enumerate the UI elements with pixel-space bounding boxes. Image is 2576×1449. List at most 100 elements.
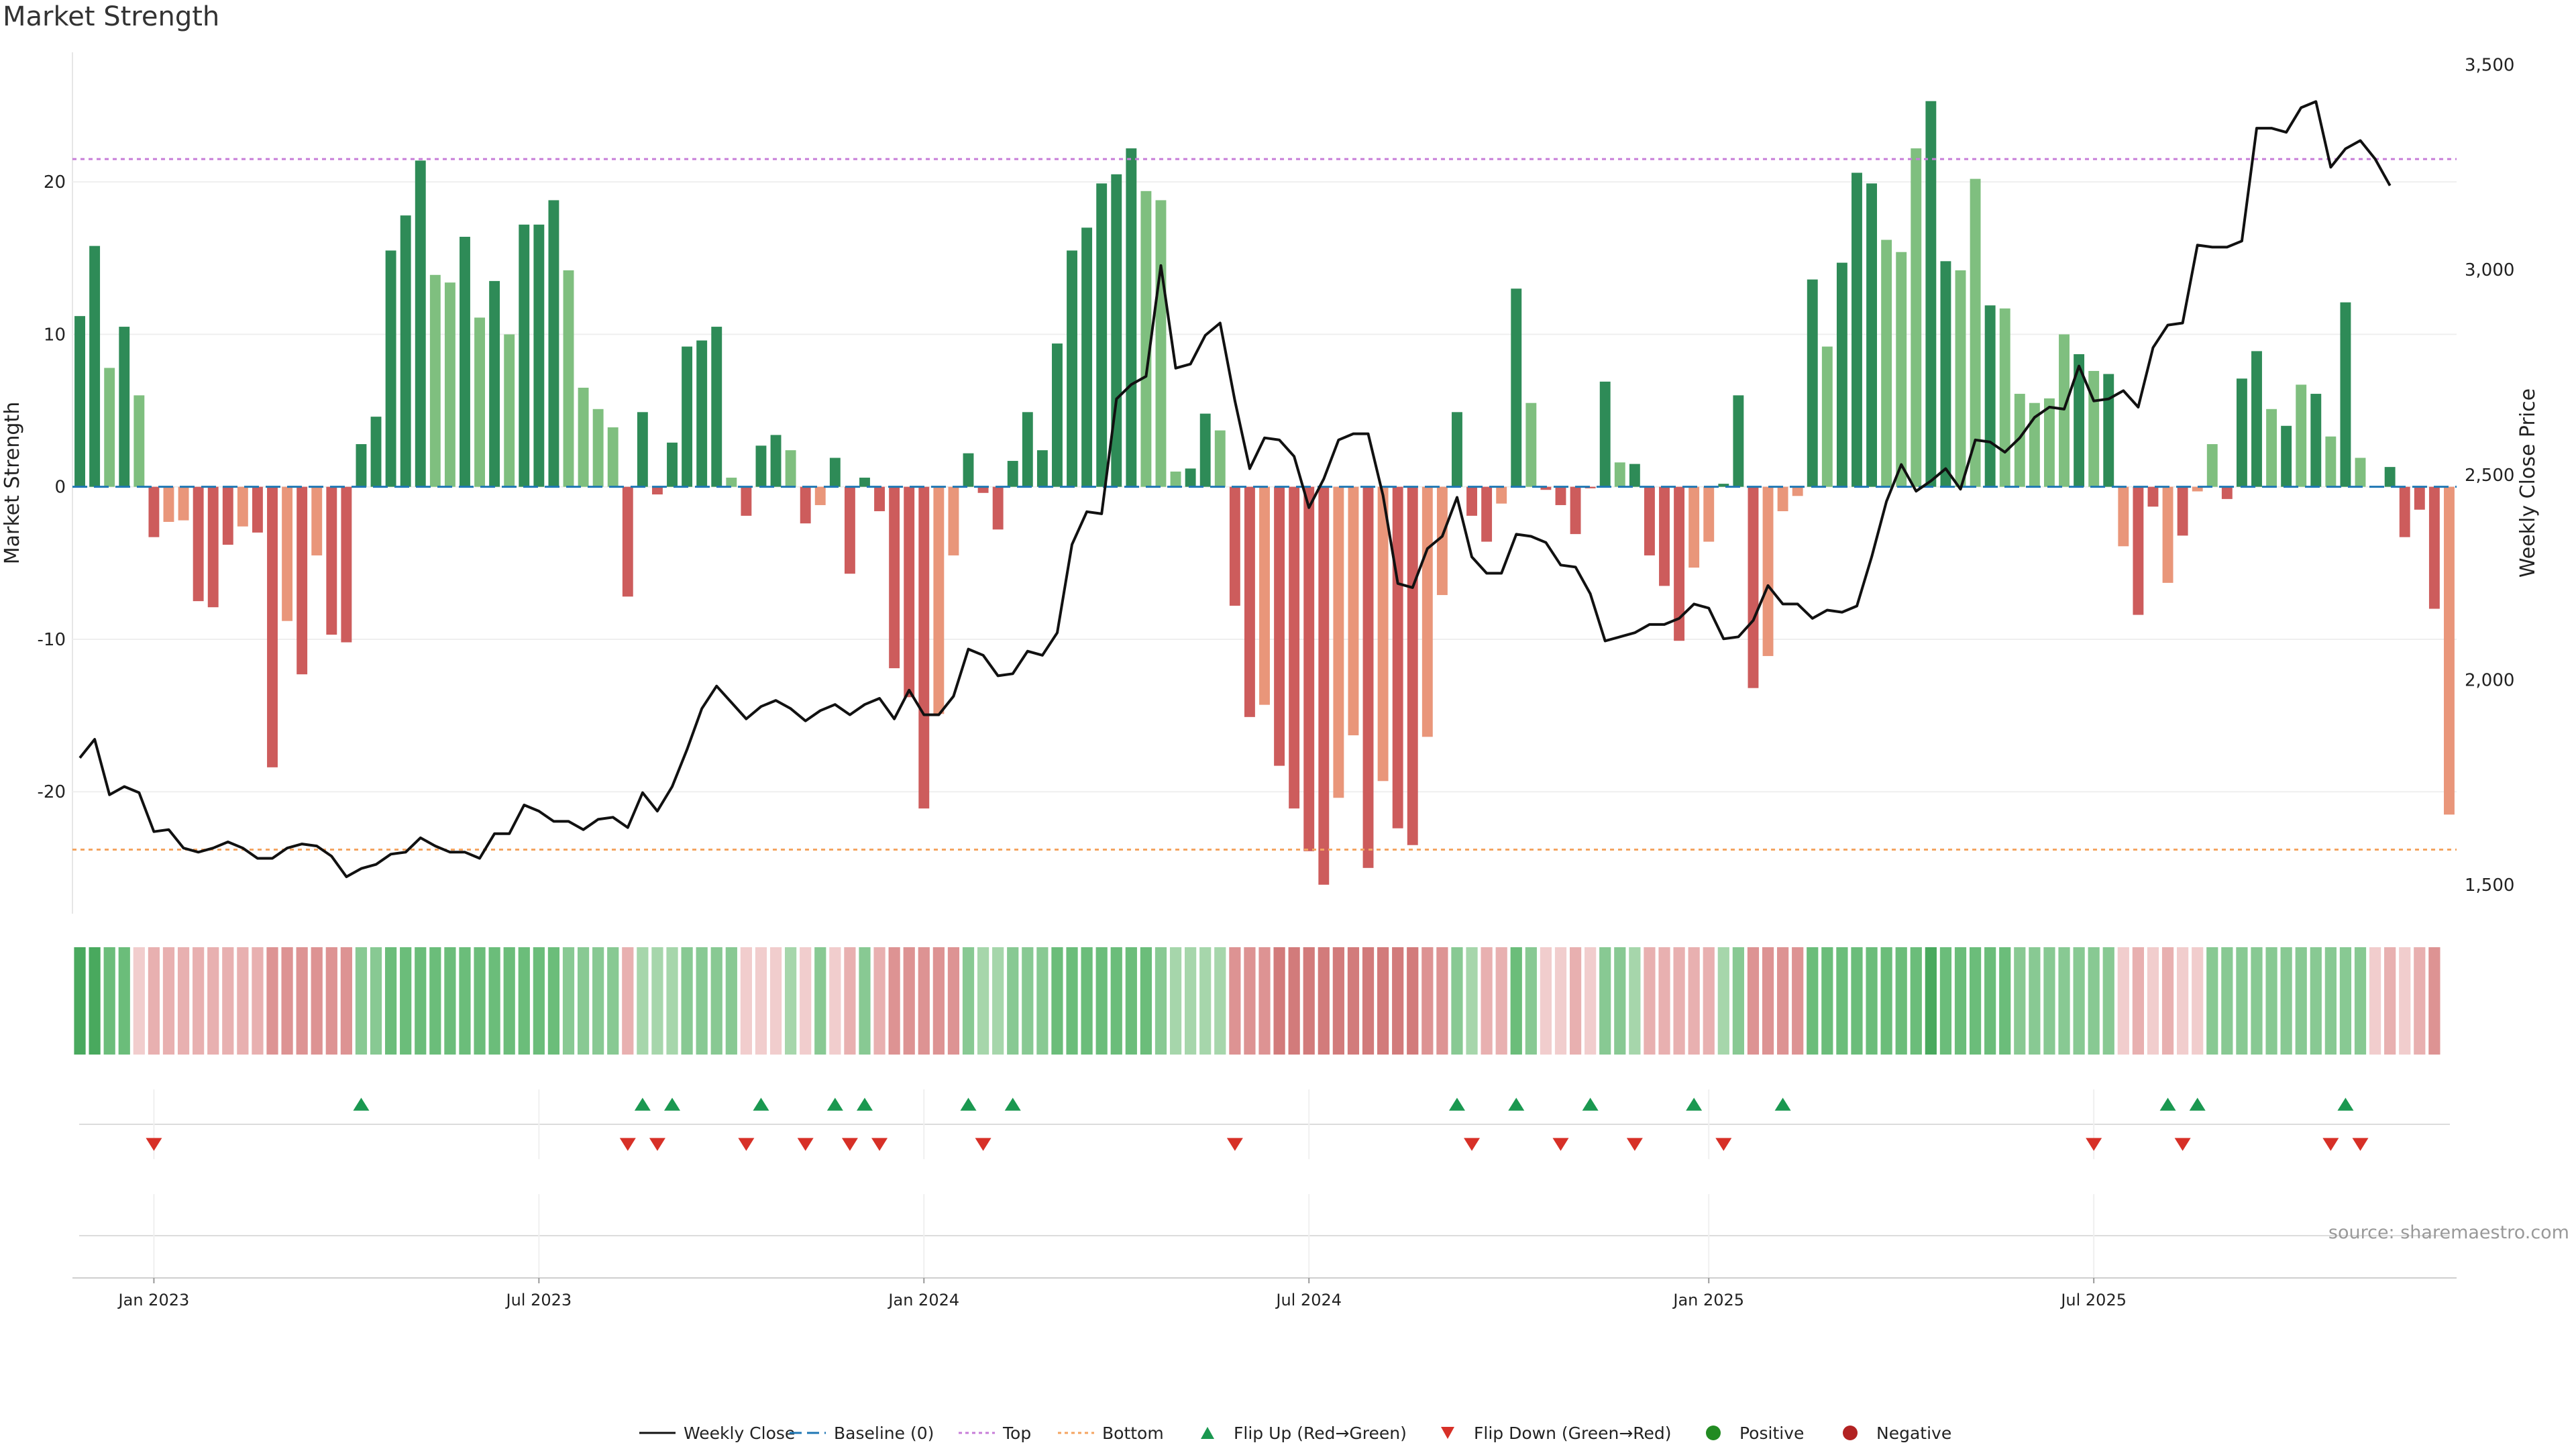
heatmap-cell: [547, 947, 560, 1055]
x-tick-label: Jul 2025: [2059, 1291, 2127, 1309]
strength-bar: [2192, 486, 2203, 492]
heatmap-cell: [1125, 947, 1137, 1055]
strength-bar: [844, 486, 855, 574]
heatmap-cell: [873, 947, 885, 1055]
strength-bar: [429, 274, 441, 487]
heatmap-cell: [429, 947, 441, 1055]
heatmap-cell: [1169, 947, 1182, 1055]
heatmap-cell: [488, 947, 500, 1055]
heatmap-cell: [2132, 947, 2145, 1055]
heatmap-cell: [1747, 947, 1760, 1055]
strength-bar: [1007, 461, 1018, 487]
heatmap-cell: [1629, 947, 1641, 1055]
strength-bar: [1362, 486, 1374, 868]
heatmap-cell: [1807, 947, 1819, 1055]
strength-bar: [2296, 384, 2307, 487]
weekly-close-line: [78, 100, 2392, 878]
heatmap-cell: [193, 947, 205, 1055]
heatmap-cell: [785, 947, 797, 1055]
strength-bar: [2029, 402, 2040, 487]
flip-up-marker: [1774, 1097, 1791, 1111]
strength-bar: [2444, 486, 2455, 815]
heatmap-cell: [1836, 947, 1848, 1055]
strength-bar: [726, 478, 737, 487]
strength-bar: [548, 200, 559, 487]
heatmap-cell: [2399, 947, 2411, 1055]
heatmap-cell: [1392, 947, 1404, 1055]
heatmap-cell: [1984, 947, 1996, 1055]
heatmap-cell: [177, 947, 190, 1055]
strength-bar: [874, 486, 885, 512]
heatmap-cell: [340, 947, 352, 1055]
legend-label: Bottom: [1102, 1424, 1164, 1443]
heatmap-cell: [800, 947, 812, 1055]
strength-bar: [814, 486, 826, 505]
strength-bar: [2428, 486, 2440, 609]
right-tick-label: 2,000: [2465, 670, 2514, 690]
heatmap-cell: [769, 947, 782, 1055]
strength-bar: [1333, 486, 1344, 798]
strength-bar: [2384, 467, 2396, 487]
flip-down-marker: [975, 1138, 991, 1151]
heatmap-cell: [1599, 947, 1611, 1055]
strength-bar: [2103, 374, 2114, 487]
heatmap-cell: [1895, 947, 1907, 1055]
strength-bar: [2251, 351, 2262, 487]
legend-label: Flip Down (Green→Red): [1474, 1424, 1672, 1443]
strength-bar: [1229, 486, 1240, 606]
strength-bar: [829, 458, 841, 487]
strength-bar: [1511, 288, 1522, 487]
strength-bar: [904, 486, 915, 698]
strength-bar: [2340, 302, 2351, 487]
heatmap-cell: [1244, 947, 1256, 1055]
flip-down-marker: [871, 1138, 888, 1151]
flip-up-marker: [2337, 1097, 2354, 1111]
heatmap-cell: [533, 947, 545, 1055]
strength-bar: [800, 486, 811, 524]
flip-up-marker: [826, 1097, 843, 1111]
strength-bar: [2074, 354, 2085, 487]
heatmap-cell: [207, 947, 219, 1055]
strength-bar: [341, 486, 352, 643]
left-tick-label: 0: [54, 478, 66, 498]
flip-down-marker: [841, 1138, 858, 1151]
heatmap-cell: [2354, 947, 2367, 1055]
strength-bar: [592, 409, 604, 487]
strength-bar: [1836, 262, 1847, 487]
strength-bar: [1911, 148, 1922, 487]
x-tick-label: Jan 2024: [887, 1291, 959, 1309]
heatmap-cell: [1925, 947, 1937, 1055]
heatmap-cell: [607, 947, 619, 1055]
heatmap-cell: [133, 947, 145, 1055]
heatmap-cell: [888, 947, 900, 1055]
strength-bar: [578, 387, 589, 487]
heatmap-cell: [1229, 947, 1241, 1055]
heatmap-cell: [562, 947, 575, 1055]
strength-bar: [2014, 394, 2025, 487]
heatmap-cell: [1880, 947, 1892, 1055]
left-tick-label: -10: [38, 630, 66, 650]
heatmap-cell: [1066, 947, 1078, 1055]
heatmap-cell: [2310, 947, 2322, 1055]
heatmap-cell: [932, 947, 945, 1055]
heatmap-cell: [2251, 947, 2263, 1055]
strength-bar: [356, 444, 367, 487]
heatmap-cell: [1199, 947, 1212, 1055]
heatmap-cell: [696, 947, 708, 1055]
heatmap-cell: [2014, 947, 2026, 1055]
legend-label: Weekly Close: [684, 1424, 795, 1443]
strength-bar: [1126, 148, 1137, 487]
strength-bar: [1792, 486, 1803, 496]
strength-bar: [1999, 308, 2010, 487]
strength-bar: [1555, 486, 1566, 505]
heatmap-cell: [1022, 947, 1034, 1055]
heatmap-cell: [384, 947, 397, 1055]
heatmap-cell: [148, 947, 160, 1055]
strength-bar: [1540, 486, 1552, 490]
heatmap-cell: [2384, 947, 2396, 1055]
flip-down-marker: [1715, 1138, 1732, 1151]
flip-down-marker: [2322, 1138, 2339, 1151]
heatmap-cell: [1081, 947, 1093, 1055]
heatmap-cell: [1007, 947, 1019, 1055]
